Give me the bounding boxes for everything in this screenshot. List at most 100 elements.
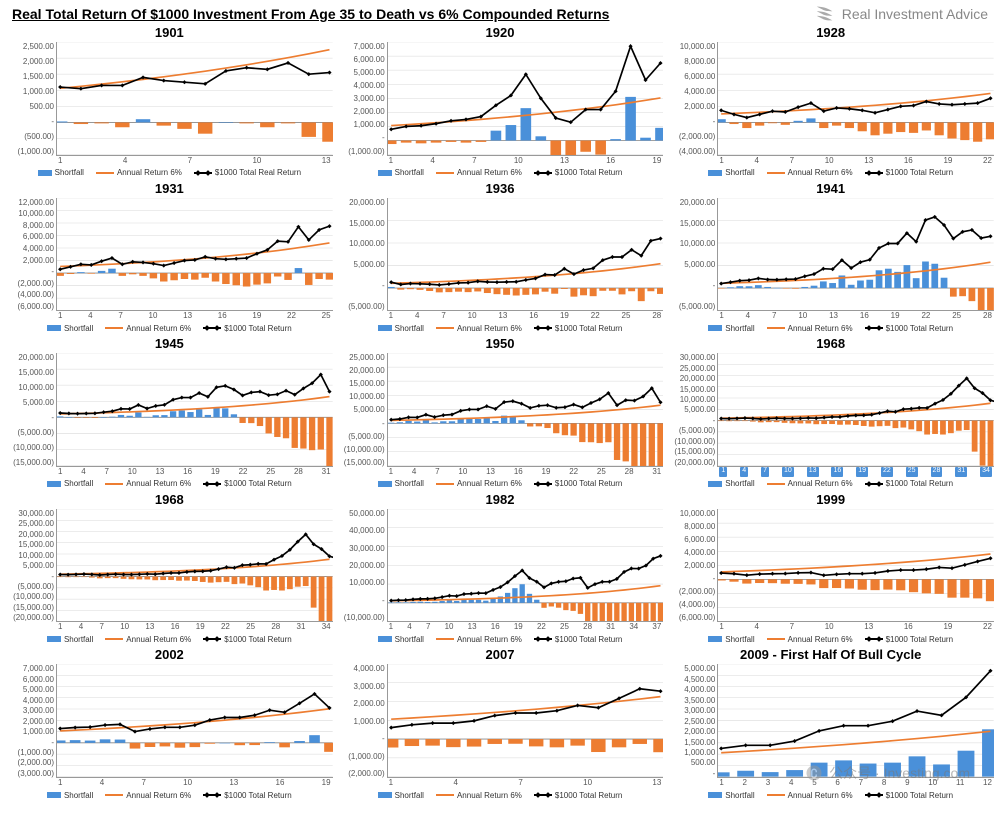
legend-6pct: Annual Return 6%	[436, 324, 522, 333]
y-axis: 2,500.002,000.001,500.001,000.00500.00-(…	[6, 42, 56, 166]
page-title: Real Total Return Of $1000 Investment Fr…	[12, 6, 609, 22]
legend-shortfall: Shortfall	[378, 635, 424, 644]
legend-total: $1000 Total Return	[203, 324, 291, 333]
watermark-label: 公众号 · Investing.com	[829, 763, 970, 783]
legend-6pct: Annual Return 6%	[767, 324, 853, 333]
legend-shortfall: Shortfall	[708, 635, 754, 644]
panel-title: 1982	[337, 493, 664, 509]
x-axis: 1471013161922252831	[56, 467, 333, 477]
legend-total: $1000 Total Return	[534, 479, 622, 488]
legend-shortfall: Shortfall	[47, 324, 93, 333]
legend: Shortfall Annual Return 6% $1000 Total Ret…	[6, 321, 333, 335]
legend-6pct: Annual Return 6%	[105, 324, 191, 333]
plot	[387, 509, 664, 623]
legend: Shortfall Annual Return 6% $1000 Total Ret…	[337, 166, 664, 180]
plot	[717, 664, 994, 778]
legend: Shortfall Annual Return 6% $1000 Total Ret…	[667, 632, 994, 646]
brand-icon	[814, 3, 836, 25]
panel-8: 196830,000.0025,000.0020,000.0015,000.00…	[667, 337, 994, 491]
plot	[387, 664, 664, 778]
legend: Shortfall Annual Return 6% $1000 Total Ret…	[667, 166, 994, 180]
panel-title: 1950	[337, 337, 664, 353]
y-axis: 5,000.004,500.004,000.003,500.003,000.00…	[667, 664, 717, 788]
legend: ShortfallAnnual Return 6%$1000 Total Ret…	[6, 477, 333, 491]
y-axis: 20,000.0015,000.0010,000.005,000.00-(5,0…	[337, 198, 387, 322]
legend-6pct: Annual Return 6%	[436, 168, 522, 177]
panel-title: 2009 - First Half Of Bull Cycle	[667, 648, 994, 664]
legend-shortfall: Shortfall	[47, 635, 93, 644]
y-axis: 20,000.0015,000.0010,000.005,000.00-(5,0…	[667, 198, 717, 322]
x-axis: 147101316192225283134	[717, 467, 994, 477]
legend-total: $1000 Total Return	[865, 791, 953, 800]
legend-6pct: Annual Return 6%	[436, 479, 522, 488]
legend-shortfall: Shortfall	[378, 324, 424, 333]
x-axis: 1471013	[387, 778, 664, 788]
panel-title: 1928	[667, 26, 994, 42]
panel-title: 1968	[667, 337, 994, 353]
legend: ShortfallAnnual Return 6%$1000 Total Ret…	[6, 632, 333, 646]
plot	[56, 42, 333, 156]
legend: ShortfallAnnual Return 6%$1000 Total Ret…	[667, 788, 994, 802]
x-axis: 147101316192225283134	[56, 622, 333, 632]
plot	[717, 509, 994, 623]
plot	[387, 353, 664, 467]
x-axis: 1471013161922252831	[387, 467, 664, 477]
legend-shortfall: Shortfall	[708, 479, 754, 488]
legend-total: $1000 Total Return	[865, 168, 953, 177]
plot	[717, 353, 994, 467]
legend-total: $1000 Total Return	[203, 791, 291, 800]
legend-shortfall: Shortfall	[47, 791, 93, 800]
y-axis: 12,000.0010,000.008,000.006,000.004,000.…	[6, 198, 56, 322]
plot	[387, 198, 664, 312]
legend-6pct: Annual Return 6%	[767, 168, 853, 177]
legend-total: $1000 Total Return	[534, 168, 622, 177]
legend-6pct: Annual Return 6%	[436, 635, 522, 644]
plot	[717, 42, 994, 156]
panel-4: 193620,000.0015,000.0010,000.005,000.00-…	[337, 182, 664, 336]
panel-10: 198250,000.0040,000.0030,000.0020,000.00…	[337, 493, 664, 647]
legend-shortfall: Shortfall	[708, 791, 754, 800]
x-axis: 14710131619222528313437	[387, 622, 664, 632]
panel-title: 1945	[6, 337, 333, 353]
y-axis: 7,000.006,000.005,000.004,000.003,000.00…	[6, 664, 56, 788]
legend-6pct: Annual Return 6%	[105, 635, 191, 644]
legend: ShortfallAnnual Return 6%$1000 Total Ret…	[337, 477, 664, 491]
watermark: 公众号 · Investing.com	[805, 763, 970, 783]
panel-title: 1936	[337, 182, 664, 198]
x-axis: 1471013161922	[717, 156, 994, 166]
panel-title: 1901	[6, 26, 333, 42]
legend-6pct: Annual Return 6%	[767, 635, 853, 644]
legend-shortfall: Shortfall	[708, 168, 754, 177]
y-axis: 50,000.0040,000.0030,000.0020,000.0010,0…	[337, 509, 387, 633]
legend-shortfall: Shortfall	[38, 168, 84, 177]
y-axis: 7,000.006,000.005,000.004,000.003,000.00…	[337, 42, 387, 166]
y-axis: 25,000.0020,000.0015,000.0010,000.005,00…	[337, 353, 387, 477]
plot	[56, 509, 333, 623]
legend-6pct: Annual Return 6%	[436, 791, 522, 800]
legend: ShortfallAnnual Return 6%$1000 Total Ret…	[337, 321, 664, 335]
panel-6: 194520,000.0015,000.0010,000.005,000.00-…	[6, 337, 333, 491]
panel-2: 192810,000.008,000.006,000.004,000.002,0…	[667, 26, 994, 180]
panel-title: 1920	[337, 26, 664, 42]
x-axis: 1471013	[56, 156, 333, 166]
legend-6pct: Annual Return 6%	[767, 479, 853, 488]
legend-shortfall: Shortfall	[378, 791, 424, 800]
legend: ShortfallAnnual Return 6%$1000 Total Ret…	[337, 632, 664, 646]
panel-0: 19012,500.002,000.001,500.001,000.00500.…	[6, 26, 333, 180]
y-axis: 30,000.0025,000.0020,000.0015,000.0010,0…	[6, 509, 56, 633]
legend-shortfall: Shortfall	[47, 479, 93, 488]
x-axis: 1471013161922	[717, 622, 994, 632]
x-axis: 14710131619	[56, 778, 333, 788]
panel-title: 2002	[6, 648, 333, 664]
y-axis: 4,000.003,000.002,000.001,000.00-(1,000.…	[337, 664, 387, 788]
x-axis: 147101316192225	[56, 311, 333, 321]
legend-total: $1000 Total Return	[865, 324, 953, 333]
legend-total: $1000 Total Real Return	[194, 168, 301, 177]
panel-11: 199910,000.008,000.006,000.004,000.002,0…	[667, 493, 994, 647]
legend-shortfall: Shortfall	[378, 168, 424, 177]
panel-title: 1941	[667, 182, 994, 198]
legend-total: $1000 Total Return	[865, 635, 953, 644]
plot	[387, 42, 664, 156]
plot	[56, 664, 333, 778]
legend-total: $1000 Total Return	[203, 479, 291, 488]
